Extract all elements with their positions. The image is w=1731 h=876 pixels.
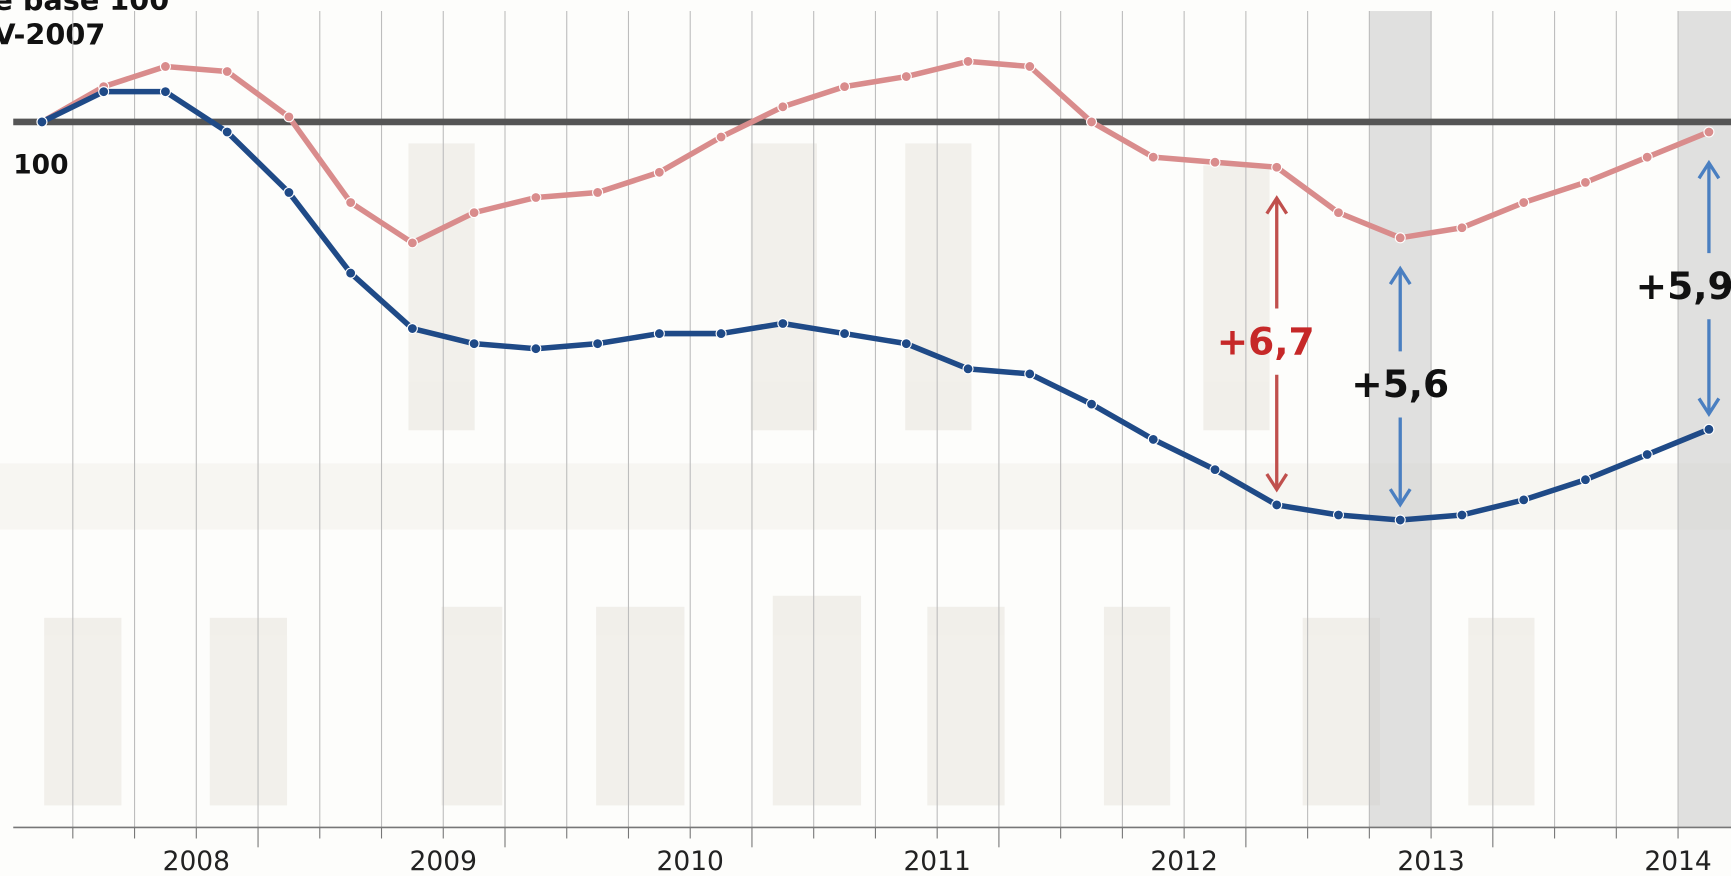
title-line: e base 100 <box>0 0 169 17</box>
data-point <box>1456 222 1468 234</box>
data-point <box>653 328 665 340</box>
data-point <box>653 166 665 178</box>
data-point <box>1209 156 1221 168</box>
data-point <box>283 186 295 198</box>
data-point <box>159 86 171 98</box>
data-point <box>1518 197 1530 209</box>
data-point <box>1394 514 1406 526</box>
annotation: +6,7 <box>1217 319 1315 363</box>
y-tick-label: 100 <box>13 150 68 181</box>
highlight-band <box>1678 11 1731 828</box>
annotation: +5,9 <box>1636 264 1731 308</box>
data-point <box>283 111 295 123</box>
data-point <box>715 328 727 340</box>
data-point <box>1086 398 1098 410</box>
x-tick-label: 2013 <box>1397 846 1464 876</box>
data-point <box>221 126 233 138</box>
x-tick-label: 2011 <box>903 846 970 876</box>
data-point <box>1332 207 1345 219</box>
annotation: +5,6 <box>1351 362 1449 406</box>
data-point <box>159 60 171 72</box>
data-point <box>345 267 357 279</box>
data-point <box>900 71 912 83</box>
data-point <box>221 65 233 78</box>
data-point <box>1271 499 1283 511</box>
arrow-head <box>1388 488 1412 508</box>
data-point <box>1518 494 1530 506</box>
arrow-head <box>1388 265 1412 286</box>
data-point <box>345 197 357 209</box>
x-tick-label: 2010 <box>657 846 724 876</box>
data-point <box>1579 176 1591 188</box>
data-point <box>1456 509 1468 521</box>
data-point <box>468 338 480 350</box>
data-point <box>777 101 789 113</box>
data-point <box>1579 474 1591 486</box>
data-point <box>1147 433 1159 445</box>
data-point <box>592 186 604 198</box>
title-line: V-2007 <box>0 17 105 51</box>
data-point <box>1271 161 1283 173</box>
data-point <box>530 191 542 204</box>
data-point <box>1024 60 1036 72</box>
arrow-head <box>1697 397 1721 417</box>
data-point <box>530 343 542 355</box>
data-point <box>1332 509 1345 521</box>
arrow-head <box>1697 159 1721 180</box>
arrow-head <box>1265 195 1289 215</box>
arrow-head <box>1265 473 1289 493</box>
data-point <box>1641 151 1653 163</box>
data-point <box>468 207 480 219</box>
x-tick-label: 2009 <box>410 846 477 876</box>
data-point <box>1394 232 1406 244</box>
data-point <box>1147 151 1159 163</box>
data-point <box>36 116 48 128</box>
x-tick-label: 2014 <box>1644 846 1711 876</box>
data-point <box>1703 423 1715 435</box>
series-line <box>40 88 1710 523</box>
data-point <box>1086 116 1098 128</box>
data-point <box>715 131 727 143</box>
data-point <box>1703 126 1715 138</box>
data-point <box>592 338 604 350</box>
series-line <box>40 58 1710 246</box>
data-point <box>839 81 851 93</box>
data-point <box>962 55 974 67</box>
data-point <box>98 86 110 98</box>
data-point <box>839 328 851 340</box>
data-point <box>406 237 418 249</box>
data-point <box>777 317 789 330</box>
data-point <box>406 323 418 335</box>
data-point <box>1641 449 1653 461</box>
data-point <box>900 338 912 350</box>
data-point <box>1024 368 1036 380</box>
data-point <box>1209 464 1221 476</box>
data-point <box>962 363 974 375</box>
x-tick-label: 2012 <box>1150 846 1217 876</box>
x-tick-label: 2008 <box>163 846 230 876</box>
